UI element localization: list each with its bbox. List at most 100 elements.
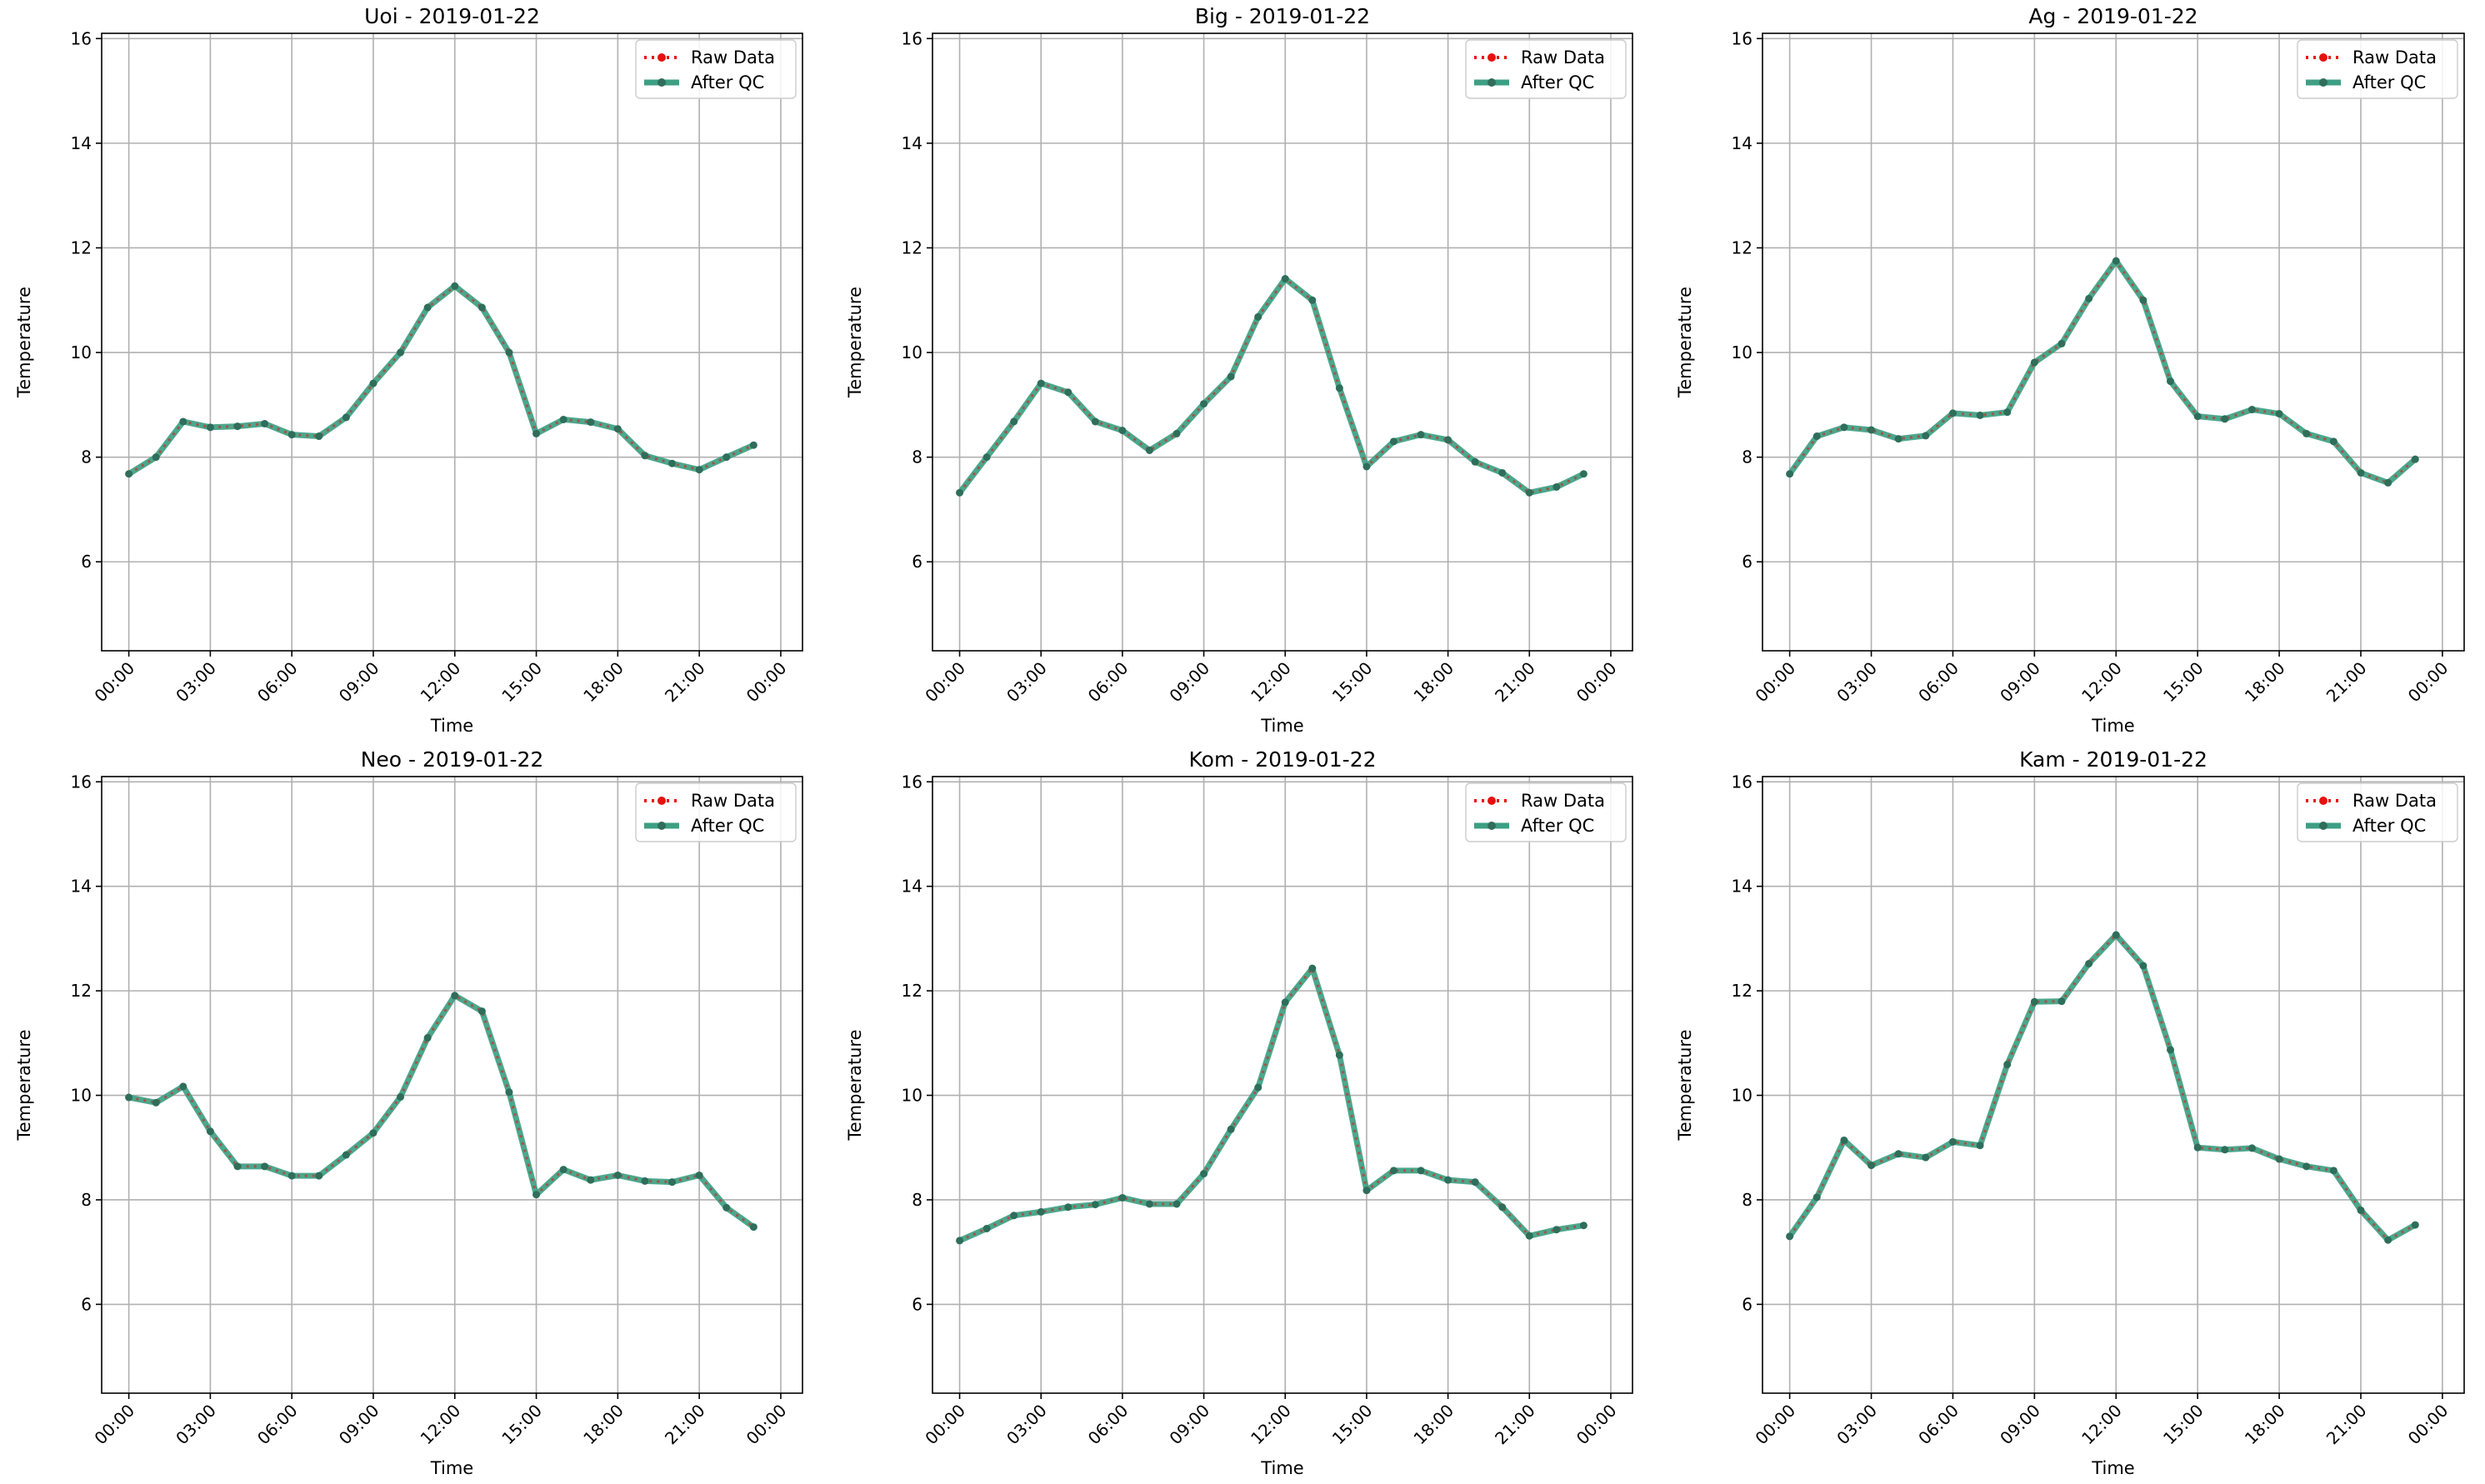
data-point-after-qc [2248, 406, 2256, 414]
data-point-after-qc [1010, 417, 1018, 426]
data-point-after-qc [206, 1127, 214, 1136]
data-point-after-qc [613, 425, 622, 433]
data-point-after-qc [1200, 400, 1208, 408]
x-tick-label: 15:00 [2159, 1401, 2208, 1449]
data-point-after-qc [2167, 377, 2175, 386]
data-point-after-qc [478, 1007, 486, 1016]
data-point-after-qc [722, 453, 731, 462]
data-point-after-qc [695, 1171, 703, 1179]
legend: Raw Data After QC [2297, 39, 2458, 99]
x-tick-label: 12:00 [2078, 658, 2126, 707]
data-point-after-qc [125, 470, 133, 478]
legend: Raw Data After QC [1465, 782, 1627, 842]
data-point-after-qc [206, 423, 214, 432]
series-line-after-qc [1787, 257, 2418, 486]
series-line-raw-data [1788, 258, 2417, 485]
data-point-after-qc [1308, 964, 1317, 972]
y-tick-label: 8 [912, 447, 922, 467]
data-point-after-qc [2275, 1155, 2283, 1163]
subplot-5: 6 8 10 12 14 16 00:00 03:00 06:00 09:00 12:00 15:00… [845, 747, 1633, 1478]
data-point-after-qc [1786, 470, 1794, 478]
data-point-after-qc [1471, 1178, 1479, 1187]
data-point-after-qc [2193, 412, 2202, 421]
data-point-after-qc [1145, 1200, 1153, 1208]
y-axis-label: Temperature [845, 287, 865, 398]
x-tick-label: 00:00 [2404, 658, 2452, 707]
data-point-after-qc [1227, 372, 1235, 381]
data-point-after-qc [1498, 1203, 1507, 1212]
x-tick-label: 09:00 [1996, 1401, 2044, 1449]
data-point-after-qc [587, 1176, 595, 1184]
data-point-after-qc [1812, 1193, 1821, 1202]
subplot-3: 6 8 10 12 14 16 00:00 03:00 06:00 09:00 12:00 15:00… [1675, 4, 2465, 736]
series-line-raw-data [128, 993, 755, 1228]
y-tick-label: 14 [71, 877, 92, 897]
legend-marker-after-qc [658, 78, 666, 87]
y-tick-label: 16 [902, 772, 922, 792]
data-point-after-qc [1308, 296, 1317, 304]
data-point-after-qc [2003, 408, 2012, 417]
data-point-after-qc [668, 459, 677, 467]
data-point-after-qc [1281, 998, 1289, 1007]
data-point-after-qc [1118, 1193, 1127, 1202]
subplot-2: 6 8 10 12 14 16 00:00 03:00 06:00 09:00 12:00 15:00… [845, 4, 1633, 736]
legend-marker-raw-data [2319, 53, 2328, 62]
legend-marker-raw-data [1488, 797, 1496, 805]
x-tick-label: 18:00 [579, 658, 628, 707]
x-tick-label: 18:00 [2241, 1401, 2289, 1449]
plot-frame [101, 32, 803, 652]
x-tick-label: 15:00 [498, 658, 546, 707]
data-point-after-qc [668, 1178, 677, 1187]
subplot-1: 6 8 10 12 14 16 00:00 03:00 06:00 09:00 12:00 15:00… [14, 4, 803, 736]
data-point-after-qc [315, 432, 323, 441]
x-tick-label: 09:00 [335, 1401, 383, 1449]
y-axis-label: Temperature [14, 1029, 34, 1141]
series-line-after-qc [127, 282, 755, 477]
data-point-after-qc [1037, 1207, 1045, 1216]
data-point-after-qc [2139, 962, 2148, 970]
x-tick-label: 00:00 [1751, 658, 1799, 707]
x-axis-label: Time [2091, 1458, 2134, 1478]
legend: Raw Data After QC [635, 39, 797, 99]
x-tick-label: 21:00 [661, 1401, 709, 1449]
data-point-after-qc [1579, 470, 1588, 478]
x-axis-label: Time [430, 1458, 473, 1478]
legend-marker-raw-data [1488, 53, 1496, 62]
data-point-after-qc [982, 1224, 991, 1232]
y-tick-label: 12 [1732, 237, 1752, 257]
x-tick-label: 06:00 [253, 1401, 302, 1449]
subplot-title: Ag - 2019-01-22 [2028, 4, 2198, 28]
y-tick-label: 14 [902, 133, 922, 153]
data-point-after-qc [2302, 1162, 2311, 1171]
x-tick-label: 09:00 [335, 658, 383, 707]
legend-label-after-qc: After QC [2352, 72, 2426, 92]
legend-marker-after-qc [658, 822, 666, 830]
data-point-after-qc [1840, 1136, 1848, 1144]
data-point-after-qc [2058, 997, 2066, 1006]
data-point-after-qc [369, 379, 378, 387]
data-point-after-qc [1444, 1176, 1452, 1184]
plot-frame [1762, 32, 2465, 652]
x-tick-label: 06:00 [1914, 1401, 1962, 1449]
y-tick-label: 6 [81, 552, 92, 572]
y-axis-label: Temperature [1675, 287, 1695, 398]
series-line-after-qc [957, 276, 1585, 496]
x-tick-label: 21:00 [2322, 658, 2371, 707]
y-tick-label: 16 [1732, 772, 1752, 792]
data-point-after-qc [2221, 415, 2229, 423]
legend: Raw Data After QC [2297, 782, 2458, 842]
data-point-after-qc [2411, 455, 2419, 463]
data-point-after-qc [315, 1172, 323, 1180]
subplot-title: Kam - 2019-01-22 [2019, 747, 2208, 772]
series-line-after-qc [958, 965, 1584, 1244]
legend-label-raw-data: Raw Data [2352, 47, 2437, 67]
x-tick-label: 18:00 [579, 1401, 628, 1449]
data-point-after-qc [179, 1082, 188, 1091]
data-point-after-qc [1840, 423, 1848, 432]
series-line-raw-data [128, 284, 754, 476]
data-point-after-qc [956, 488, 964, 497]
y-tick-label: 10 [71, 342, 92, 362]
data-point-after-qc [1812, 432, 1821, 441]
data-point-after-qc [2357, 468, 2365, 477]
y-tick-label: 6 [912, 1294, 922, 1314]
